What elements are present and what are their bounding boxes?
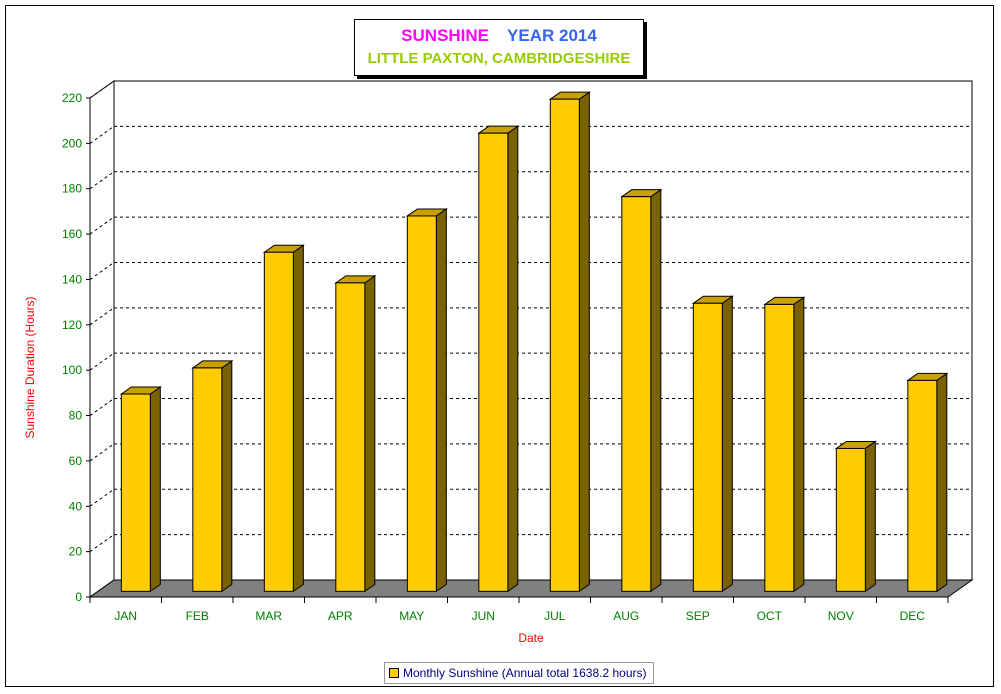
legend-swatch [389, 668, 399, 678]
bar [405, 208, 448, 593]
x-tick-label: MAR [255, 609, 282, 623]
gridline-depth [89, 216, 115, 235]
chart-title-part2: YEAR 2014 [507, 26, 597, 45]
bar-side [793, 296, 805, 593]
chart-frame [5, 5, 994, 687]
bar-front [835, 447, 866, 592]
y-tick-label: 200 [62, 136, 82, 150]
bar-front [120, 393, 151, 592]
gridline-depth [89, 262, 115, 280]
gridline-depth [89, 125, 115, 144]
x-tick-label: JUN [472, 609, 495, 623]
bar-side [221, 359, 233, 593]
bar-front [263, 251, 294, 592]
y-tick-label: 140 [62, 272, 82, 286]
x-tick-label: JAN [114, 609, 137, 623]
bar [763, 296, 806, 593]
bar [834, 440, 877, 593]
bar-side [507, 125, 519, 593]
bar-front [764, 303, 795, 592]
chart-title-box: SUNSHINE YEAR 2014 LITTLE PAXTON, CAMBRID… [354, 19, 644, 76]
y-tick-label: 20 [69, 545, 83, 559]
gridline-depth [89, 534, 115, 553]
y-tick-label: 0 [75, 590, 82, 604]
bar-front [335, 282, 366, 592]
x-tick-label: APR [328, 609, 353, 623]
y-tick-label: 220 [62, 91, 82, 105]
y-tick-label: 80 [69, 409, 83, 423]
bar-front [406, 215, 437, 592]
bar [334, 274, 377, 593]
x-axis-title: Date [518, 631, 544, 645]
bar [548, 91, 591, 593]
x-tick-label: JUL [544, 609, 566, 623]
bar-front [478, 132, 509, 592]
bar-side [364, 274, 376, 593]
bar-front [549, 98, 580, 592]
bar-front [192, 367, 223, 592]
bar-side [578, 91, 590, 593]
gridline-depth [89, 171, 115, 190]
gridline-depth [89, 488, 115, 507]
bar [262, 244, 305, 593]
gridline-depth [89, 443, 115, 462]
bar-side [435, 208, 447, 593]
bar-front [692, 302, 723, 592]
gridline-depth [89, 307, 115, 326]
gridline-depth [89, 80, 115, 99]
chart-title-part1: SUNSHINE [401, 26, 490, 45]
bar [620, 188, 663, 593]
bar-front [621, 196, 652, 592]
x-tick-label: SEP [686, 609, 710, 623]
y-tick-label: 40 [69, 499, 83, 513]
bar [477, 125, 520, 593]
legend-label: Monthly Sunshine (Annual total 1638.2 ho… [403, 666, 647, 680]
bar [191, 359, 234, 593]
x-tick-label: FEB [186, 609, 209, 623]
x-tick-label: DEC [900, 609, 926, 623]
legend: Monthly Sunshine (Annual total 1638.2 ho… [384, 662, 654, 684]
bar-side [936, 372, 948, 593]
left-wall [89, 80, 115, 598]
bar-side [292, 244, 304, 593]
bar-side [721, 295, 733, 593]
gridline-depth [89, 398, 115, 416]
y-tick-label: 180 [62, 182, 82, 196]
y-tick-label: 120 [62, 318, 82, 332]
x-tick-label: MAY [399, 609, 424, 623]
x-tick-label: AUG [613, 609, 639, 623]
gridline-depth [89, 352, 115, 371]
y-tick-label: 160 [62, 227, 82, 241]
bar-side [864, 440, 876, 593]
y-tick-label: 100 [62, 363, 82, 377]
bar-side [149, 386, 161, 593]
chart-title: SUNSHINE YEAR 2014 [355, 26, 643, 46]
bar [691, 295, 734, 593]
bar-front [907, 379, 938, 592]
bar-side [650, 188, 662, 593]
bar [119, 386, 162, 593]
y-axis-title: Sunshine Duration (Hours) [23, 296, 37, 438]
x-tick-label: OCT [757, 609, 783, 623]
x-tick-label: NOV [828, 609, 854, 623]
y-tick-label: 60 [69, 454, 83, 468]
bar [906, 372, 949, 593]
chart-subtitle: LITTLE PAXTON, CAMBRIDGESHIRE [367, 50, 631, 67]
